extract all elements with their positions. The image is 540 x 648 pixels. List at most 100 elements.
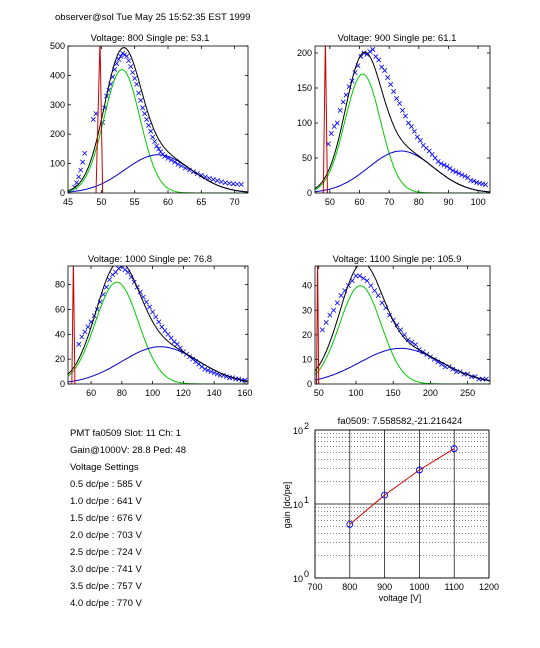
y-tick-label: 10	[293, 500, 303, 510]
x-tick-label: 60	[354, 197, 364, 207]
data-point	[375, 293, 381, 298]
y-tick-label: 40	[55, 329, 65, 339]
x-tick-label: 700	[307, 582, 322, 592]
data-point	[360, 275, 366, 281]
data-point	[140, 105, 146, 111]
x-tick-label: 50	[314, 388, 324, 398]
data-point	[372, 288, 378, 294]
data-point	[202, 366, 208, 372]
data-point	[357, 273, 363, 279]
data-point	[468, 177, 474, 183]
data-point	[453, 169, 459, 175]
data-point	[107, 277, 113, 283]
data-point	[119, 266, 125, 269]
background-curve	[315, 347, 490, 382]
data-point	[147, 304, 153, 310]
y-tick-label: 300	[50, 100, 65, 110]
data-point	[391, 89, 397, 94]
gain-xlabel: voltage [V]	[379, 593, 422, 603]
x-tick-label: 55	[130, 197, 140, 207]
data-point	[394, 96, 400, 101]
data-point	[435, 359, 441, 365]
data-point	[146, 122, 152, 128]
data-point	[411, 128, 417, 134]
info-line: 1.5 dc/pe : 676 V	[70, 513, 142, 524]
data-point	[327, 312, 333, 318]
x-tick-label: 150	[386, 388, 401, 398]
data-point	[148, 128, 154, 134]
data-point	[206, 175, 212, 181]
data-point	[385, 75, 391, 80]
info-panel: PMT fa0509 Slot: 11 Ch: 1 Gain@1000V: 28…	[70, 428, 186, 609]
y-tick-label: 10	[293, 426, 303, 436]
data-point	[80, 159, 86, 165]
info-line: 4.0 dc/pe : 770 V	[70, 598, 142, 609]
data-point	[382, 68, 388, 73]
data-point	[152, 139, 158, 145]
data-point	[444, 163, 450, 169]
data-point	[134, 81, 140, 87]
data-point	[205, 367, 211, 373]
info-line: Voltage Settings	[70, 462, 139, 473]
data-point	[337, 107, 343, 113]
data-point	[79, 334, 85, 340]
data-point	[210, 176, 216, 182]
data-point	[174, 341, 180, 347]
total-curve	[68, 266, 248, 382]
signal-curve	[68, 68, 248, 193]
y-tick-label: 40	[302, 281, 312, 291]
data-point	[417, 138, 423, 143]
x-tick-label: 900	[377, 582, 392, 592]
y-tick-label: 10	[302, 354, 312, 364]
x-tick-label: 1000	[409, 582, 429, 592]
data-point	[394, 322, 400, 328]
panel-800-title: Voltage: 800 Single pe: 53.1	[91, 33, 210, 44]
y-tick-label: 80	[55, 280, 65, 290]
x-tick-label: 70	[384, 197, 394, 207]
data-point	[405, 337, 411, 343]
x-tick-label: 45	[63, 197, 73, 207]
data-point	[338, 293, 344, 298]
data-point	[319, 327, 325, 333]
data-point	[82, 329, 88, 335]
y-tick-label: 0	[307, 379, 312, 389]
total-curve	[315, 266, 490, 382]
y-tick-label: 100	[50, 159, 65, 169]
data-point	[346, 520, 354, 528]
y-tick-label: 10	[293, 574, 303, 584]
y-tick-label: 0	[60, 379, 65, 389]
x-tick-label: 100	[471, 197, 486, 207]
data-point	[328, 131, 334, 136]
data-point	[93, 111, 99, 117]
x-tick-label: 70	[230, 197, 240, 207]
pedestal-curve	[95, 46, 104, 193]
data-point	[402, 113, 408, 119]
data-point	[441, 162, 447, 168]
data-point	[343, 92, 349, 98]
y-tick-label: 20	[55, 354, 65, 364]
data-point	[211, 370, 217, 376]
panel-1100: Voltage: 1100 Single pe: 105.9 50 100 150 2…	[302, 254, 491, 398]
data-point	[118, 53, 124, 59]
data-point	[367, 49, 373, 55]
pedestal-curve	[322, 46, 328, 193]
data-point	[456, 170, 462, 176]
data-point	[165, 331, 171, 337]
info-line: 3.0 dc/pe : 741 V	[70, 564, 142, 575]
x-tick-label: 1200	[479, 582, 499, 592]
data-point	[334, 120, 340, 126]
info-line: PMT fa0509 Slot: 11 Ch: 1	[70, 428, 181, 439]
data-point	[438, 161, 444, 167]
data-point	[397, 100, 403, 106]
y-tick-label: 50	[302, 153, 312, 163]
data-point	[82, 150, 88, 156]
info-line: 3.5 dc/pe : 757 V	[70, 581, 142, 592]
gain-panel: fa0509: 7.558582,-21.216424 voltage [V] …	[282, 416, 499, 603]
data-point	[172, 159, 178, 165]
y-tick-exponent: 2	[304, 421, 309, 431]
y-tick-label: 0	[60, 188, 65, 198]
background-curve	[68, 346, 248, 383]
data-point	[459, 172, 465, 178]
y-tick-exponent: 0	[304, 569, 309, 579]
